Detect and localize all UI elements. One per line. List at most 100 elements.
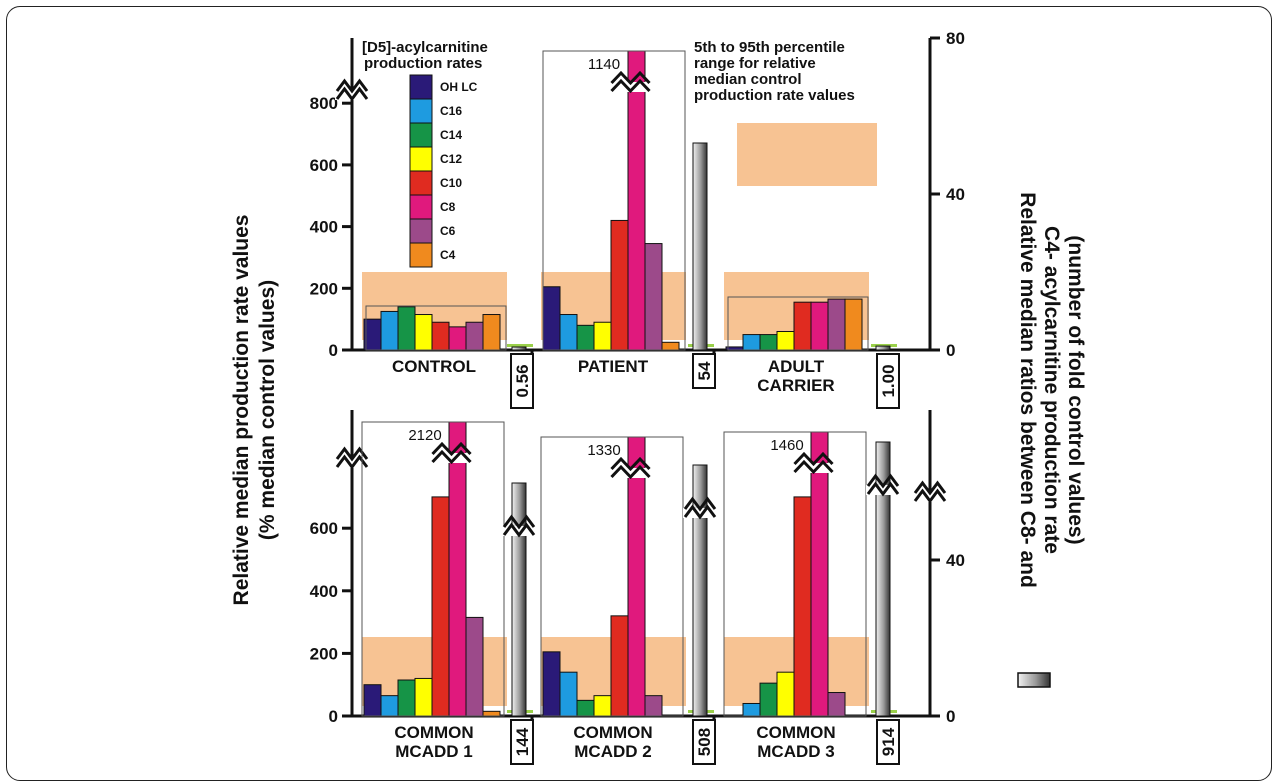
bottom-panel-2-ratio-label: 914 [879,727,898,756]
bottom-panel-1-bar-break-line2 [610,464,651,480]
top-panel-1-bar-c16 [559,314,578,351]
bottom-panel-0-bar-break-mask [430,453,473,463]
top-panel-0-bar-c10 [431,321,450,351]
top-panel-1-bar-c8 [627,50,646,351]
top-panel-0-ratio-label: 0.56 [513,364,532,397]
bottom-panel-0-outline [361,421,505,717]
legend-title-line1: [D5]-acylcarnitine [362,39,488,56]
bottom-left-tick-label-0: 0 [329,707,338,726]
bottom-panel-0-bar-break-line1 [431,441,472,457]
top-left-axis-break-line2 [335,86,369,102]
top-panel-0-ratio-baseline-marker [507,344,533,347]
top-right-tick-label-2: 80 [946,29,965,48]
top-panel-1-label-line0: PATIENT [578,357,649,376]
top-panel-2-bar-c14 [759,334,778,351]
top-panel-1-ratio-bar [692,142,708,351]
bottom-panel-2-bar-c6 [827,692,846,717]
bottom-panel-1-break-value: 1330 [587,442,620,459]
top-left-axis-break [335,78,369,102]
top-panel-1-outline [542,50,686,351]
bottom-panel-0-bar-c6 [465,616,484,717]
top-panel-0-bar-c8 [448,326,467,351]
bottom-panel-0-ratio-bar [511,482,527,717]
bottom-left-tick-label-2: 400 [310,582,338,601]
bottom-panel-0-label-line0: COMMON [394,723,473,742]
bottom-right-tick-label-1: 40 [946,551,965,570]
bottom-panel-1-bar-c16 [559,671,578,717]
bottom-panel-1-label-line0: COMMON [573,723,652,742]
bottom-panel-2-label-line1: MCADD 3 [757,742,834,761]
top-panel-1-break-value: 1140 [588,56,620,73]
legend-label-oh-lc: OH LC [440,80,478,94]
top-panel-0-ratio-bar [511,346,527,351]
right-axis-label-line2: C4- acylcarnitine production rate [1040,226,1063,554]
top-panel-1-bar-break-line1 [610,70,651,86]
top-panel-2-ratio-bar [875,345,891,351]
top-panel-1-bar-break-mask [609,82,652,92]
legend-swatch-c10 [409,170,433,196]
bottom-panel-2-bar-c10 [793,496,812,717]
bottom-panel-2-bar-break-line2 [793,459,834,475]
legend-label-c14: C14 [440,128,462,142]
top-panel-2-bar-c4 [844,298,863,351]
left-axis-label-line1: Relative median production rate values [230,215,253,606]
bottom-panel-1-label-line1: MCADD 2 [574,742,651,761]
bottom-panel-2-bar-break [792,451,835,475]
top-panel-1-bar-c4 [661,341,680,351]
bottom-panel-0-break-value: 2120 [408,427,441,444]
top-panel-0-bar-oh-lc [363,318,382,351]
top-panel-1-ratio-label-frame [692,353,716,389]
legend-title-line2: production rates [364,55,482,72]
bottom-panel-1-bar-c14 [576,699,595,717]
bottom-panel-2-bar-break-mask [792,463,835,473]
bottom-panel-2-ratio-label-box: 914 [876,719,900,765]
bottom-right-axis-break-line1 [913,480,947,496]
range-note-line2: median control [694,71,802,88]
left-axis-label-line2: (% median control values) [256,280,279,540]
range-note-line3: production rate values [694,87,855,104]
bottom-panel-1-ratio-bar-break-line1 [683,496,717,512]
top-panel-0-ratio-label-frame [510,353,534,409]
top-panel-1-bar-break-line2 [610,78,651,94]
top-panel-2-ratio-label-box: 1.00 [876,353,900,409]
legend-swatch-c6 [409,218,433,244]
bottom-panel-0-bar-break [430,441,473,465]
legend-swatch-c12 [409,146,433,172]
bottom-panel-1-ratio-bar-break-line2 [683,504,717,520]
bottom-panel-1-bar-break [609,456,652,480]
legend-label-c16: C16 [440,104,462,118]
top-panel-0-bar-c16 [380,310,399,351]
bottom-panel-1-bar-c12 [593,695,612,717]
bottom-panel-2-bar-c12 [776,671,795,717]
legend-swatch-c14 [409,122,433,148]
bottom-right-axis-break [913,480,947,504]
range-note-line0: 5th to 95th percentile [694,39,845,56]
bottom-panel-2-label-line0: COMMON [756,723,835,742]
top-right-tick-label-1: 40 [946,185,965,204]
top-panel-1-bar-c14 [576,324,595,351]
top-left-axis-break-line1 [335,78,369,94]
legend-swatch-c4 [409,242,433,268]
bottom-panel-1-ratio-bar [692,464,708,717]
bottom-panel-2-ratio-bar [875,441,891,717]
top-panel-2-bar-c10 [793,301,812,351]
top-panel-2-bar-c6 [827,298,846,351]
top-panel-1-bar-c12 [593,321,612,351]
top-panel-0-bar-c14 [397,306,416,351]
legend-label-c10: C10 [440,176,462,190]
bottom-panel-0-bar-c16 [380,695,399,717]
top-panel-0-outline [365,305,507,351]
legend-label-c4: C4 [440,248,456,262]
top-panel-0-bar-c4 [482,314,501,351]
top-left-tick-label-2: 400 [310,218,338,237]
bottom-panel-2-bar-c16 [742,702,761,717]
bottom-panel-2-bar-break-line1 [793,451,834,467]
top-panel-2-outline [727,296,869,351]
bottom-panel-2-bar-c8 [810,431,829,717]
bottom-panel-0-bar-oh-lc [363,684,382,717]
top-panel-2-bar-c12 [776,330,795,351]
legend-label-c6: C6 [440,224,456,238]
top-panel-2-bar-c16 [742,334,761,351]
bottom-panel-0-label-line1: MCADD 1 [395,742,472,761]
bottom-right-tick-label-0: 0 [946,707,955,726]
